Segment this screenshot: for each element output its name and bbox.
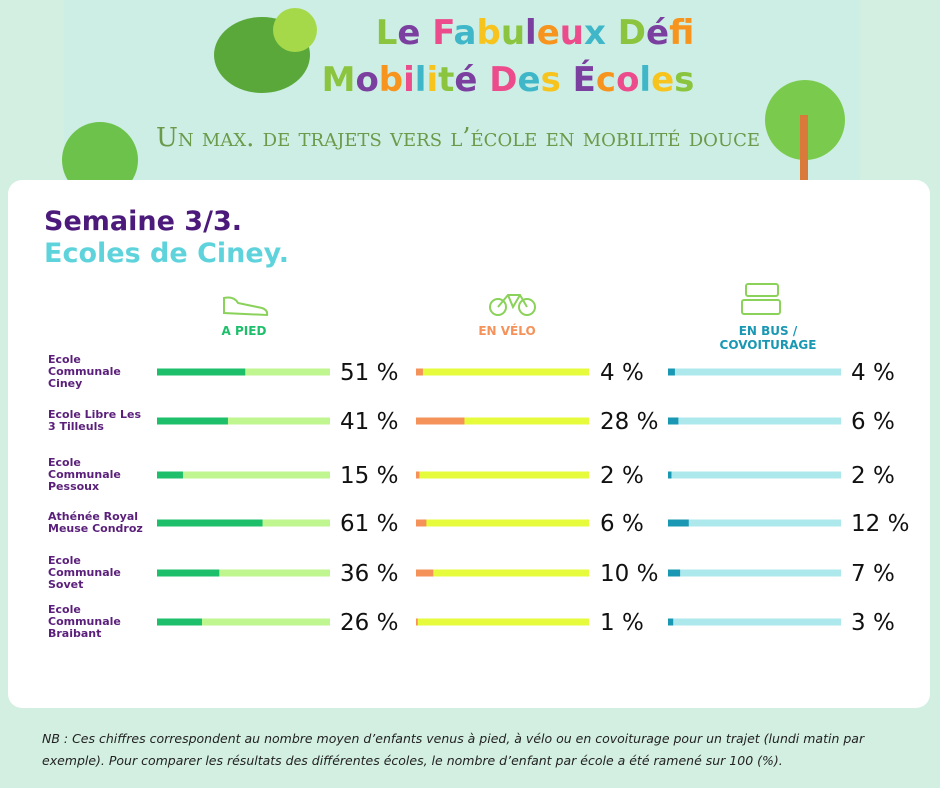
bar-track xyxy=(157,569,330,577)
bar-track xyxy=(668,471,841,479)
school-name: Ecole Communale Braibant xyxy=(48,603,121,640)
value-label: 2 % xyxy=(600,463,644,489)
bar-track xyxy=(668,519,841,527)
bar xyxy=(157,417,228,425)
value-label: 7 % xyxy=(851,561,895,587)
bar-track xyxy=(416,417,589,425)
shoe-icon xyxy=(223,296,269,317)
header-title: Mobilité Des Écoles xyxy=(322,59,695,100)
bar-track xyxy=(668,368,841,376)
column-header: EN VÉLO xyxy=(478,324,536,338)
tree xyxy=(62,122,138,198)
bar xyxy=(157,368,246,376)
value-label: 36 % xyxy=(340,561,398,587)
value-label: 6 % xyxy=(851,409,895,435)
bus-icon xyxy=(741,283,781,315)
value-label: 26 % xyxy=(340,610,398,636)
value-label: 61 % xyxy=(340,511,398,537)
bar xyxy=(157,618,202,626)
value-label: 10 % xyxy=(600,561,658,587)
value-label: 1 % xyxy=(600,610,644,636)
header-subtitle: Un max. de trajets vers l’école en mobil… xyxy=(156,123,760,153)
value-label: 2 % xyxy=(851,463,895,489)
bar-track xyxy=(416,519,589,527)
bar xyxy=(416,368,423,376)
bar xyxy=(416,417,465,425)
bike-icon xyxy=(489,294,536,316)
bar xyxy=(416,471,420,479)
school-name: Ecole Libre Les 3 Tilleuls xyxy=(48,408,142,433)
value-label: 3 % xyxy=(851,610,895,636)
bar xyxy=(416,618,418,626)
bar-track xyxy=(668,417,841,425)
bar xyxy=(668,471,672,479)
bar-track xyxy=(668,618,841,626)
value-label: 4 % xyxy=(600,360,644,386)
bar xyxy=(668,368,675,376)
school-name: Ecole Communale Sovet xyxy=(48,554,121,591)
chart-title: Semaine 3/3. xyxy=(44,206,242,237)
bar-track xyxy=(157,417,330,425)
column-header: EN BUS / COVOITURAGE xyxy=(719,324,817,352)
bar xyxy=(416,569,434,577)
bar-track xyxy=(157,618,330,626)
value-label: 4 % xyxy=(851,360,895,386)
bar xyxy=(668,519,689,527)
header-title: Le Fabuleux Défi xyxy=(376,13,695,53)
bar xyxy=(416,519,427,527)
bar xyxy=(668,417,679,425)
school-name: Ecole Communale Pessoux xyxy=(48,456,121,493)
bar-track xyxy=(668,569,841,577)
bar-track xyxy=(416,368,589,376)
bar xyxy=(157,569,220,577)
note: NB : Ces chiffres correspondent au nombr… xyxy=(42,731,865,768)
banner xyxy=(64,0,860,182)
column-header: A PIED xyxy=(221,324,267,338)
bar xyxy=(157,471,183,479)
turtle-head xyxy=(273,8,317,52)
bar xyxy=(668,618,674,626)
value-label: 41 % xyxy=(340,409,398,435)
bar-track xyxy=(416,569,589,577)
value-label: 28 % xyxy=(600,409,658,435)
bar-track xyxy=(416,471,589,479)
value-label: 12 % xyxy=(851,511,909,537)
bar xyxy=(157,519,263,527)
bar-track xyxy=(157,471,330,479)
school-name: Ecole Communale Ciney xyxy=(48,353,121,390)
trunk xyxy=(800,115,808,180)
bar xyxy=(668,569,681,577)
value-label: 6 % xyxy=(600,511,644,537)
school-name: Athénée Royal Meuse Condroz xyxy=(48,510,143,535)
bar-track xyxy=(416,618,589,626)
value-label: 51 % xyxy=(340,360,398,386)
chart-subtitle: Ecoles de Ciney. xyxy=(44,238,289,269)
value-label: 15 % xyxy=(340,463,398,489)
